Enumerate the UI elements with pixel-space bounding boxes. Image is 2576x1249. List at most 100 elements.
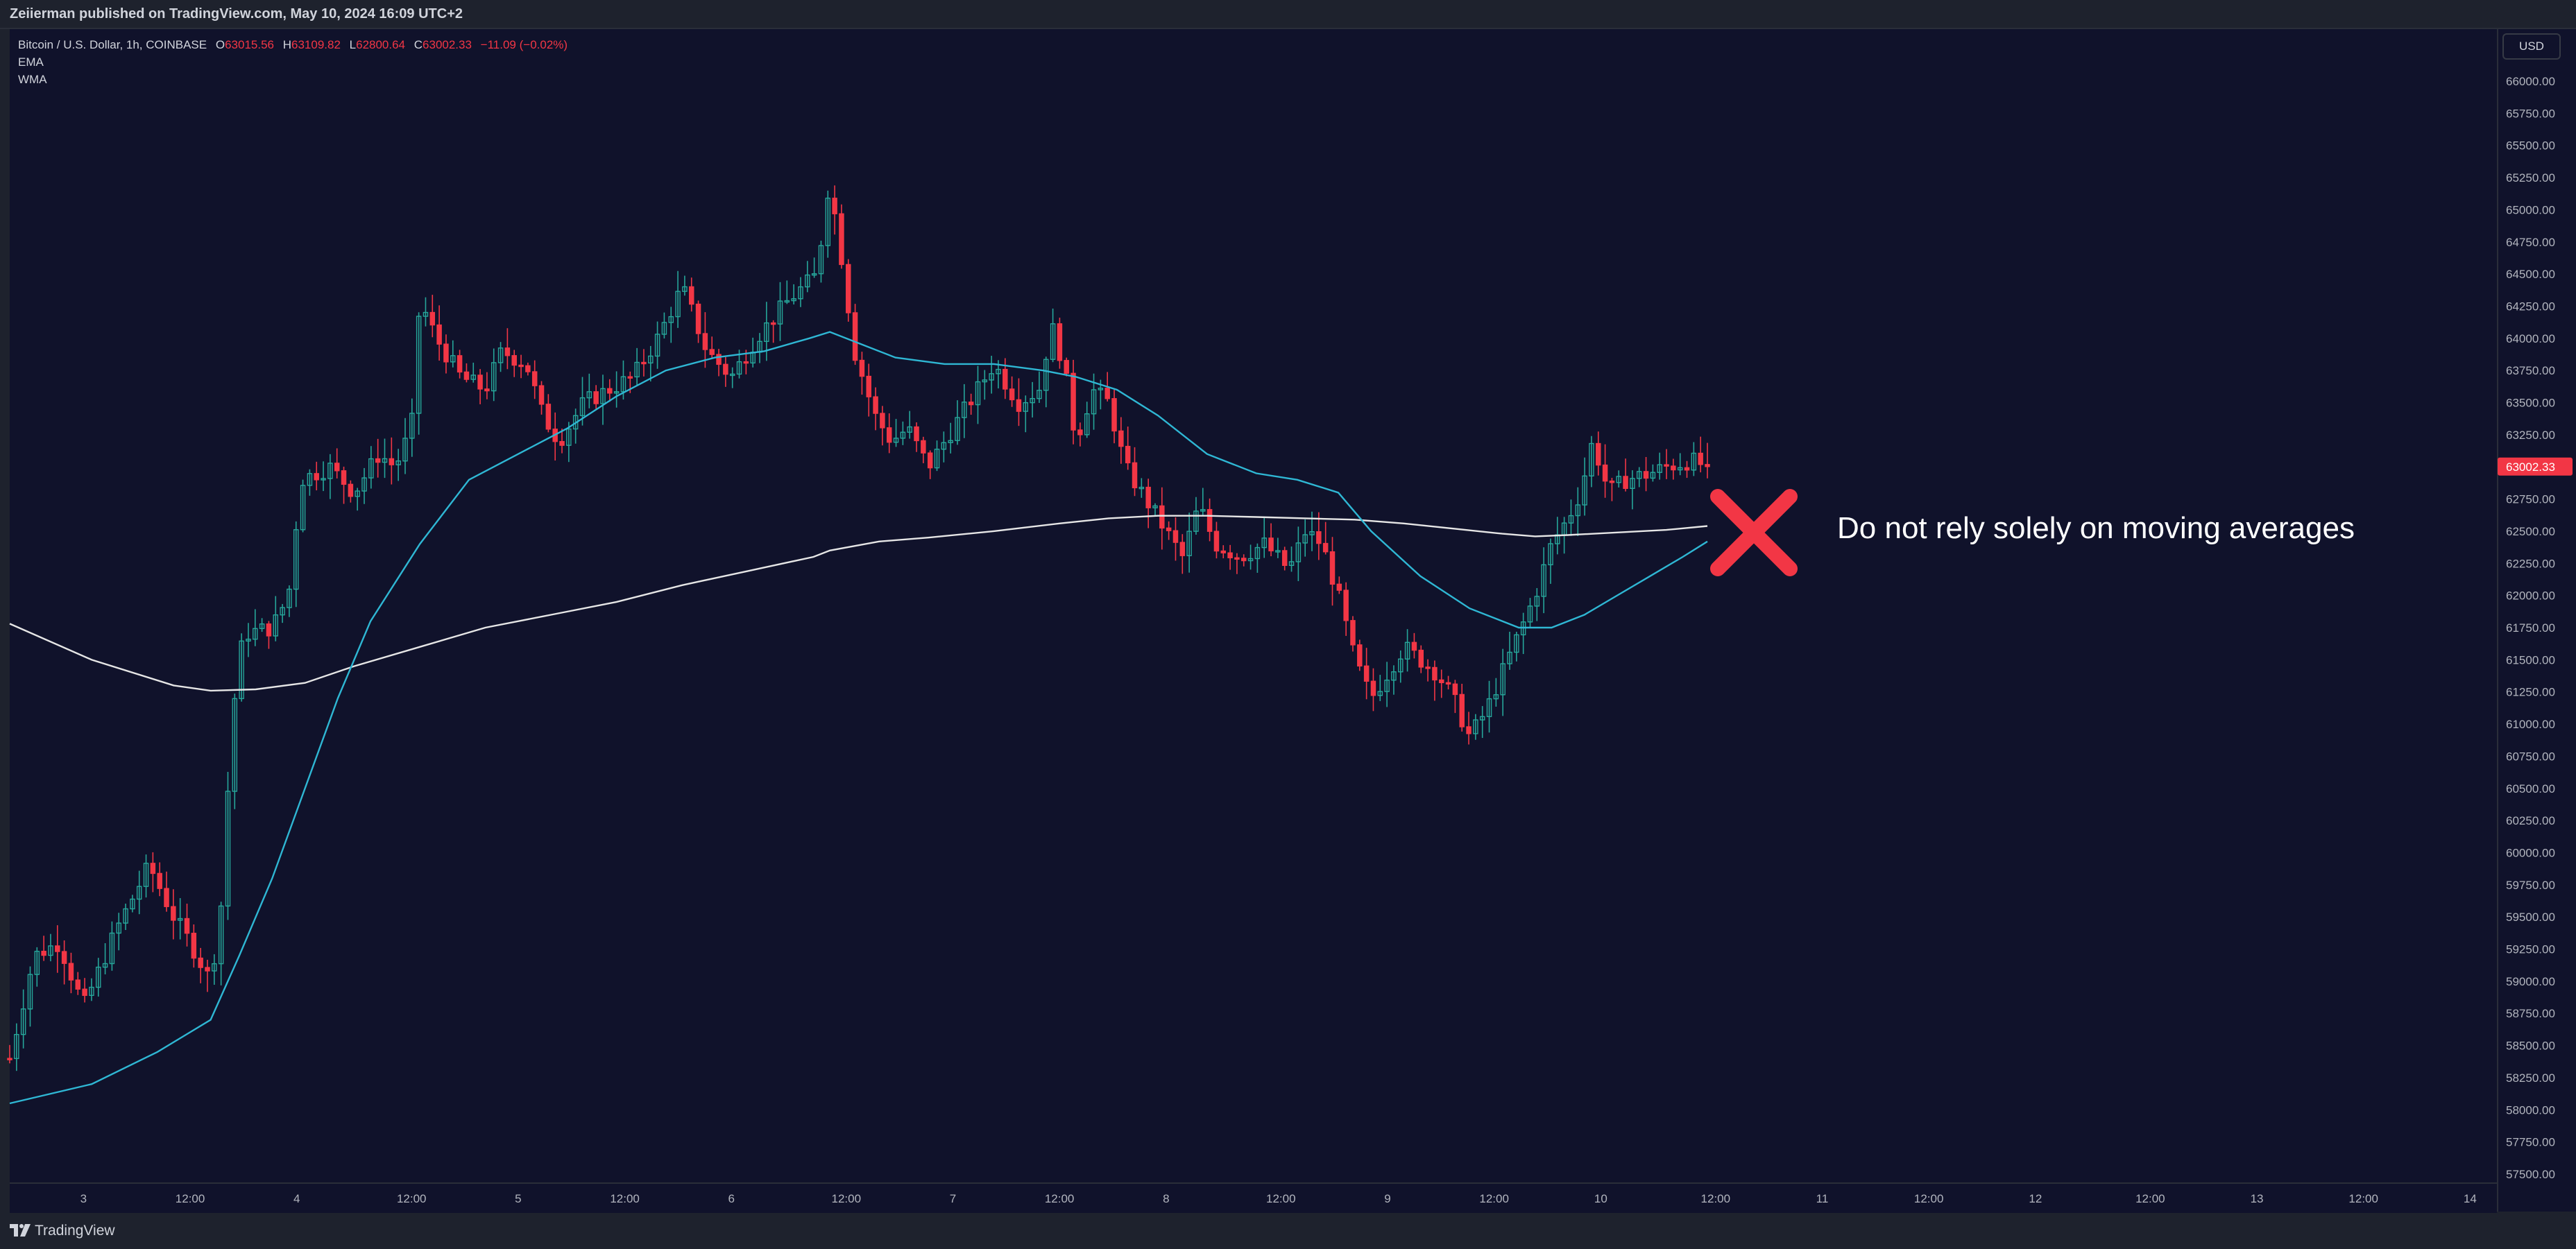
price-tick-label: 62500.00 — [2506, 525, 2555, 538]
candle-body — [1575, 504, 1581, 517]
candle-body — [470, 374, 477, 380]
candle-body — [1159, 505, 1165, 529]
price-tick-label: 64250.00 — [2506, 300, 2555, 313]
candle-body — [736, 361, 742, 375]
candle-body — [300, 485, 306, 531]
time-axis[interactable] — [10, 1182, 2497, 1213]
candle-body — [716, 354, 722, 365]
candle-body — [1166, 527, 1172, 531]
candle-body — [1357, 644, 1363, 667]
candle-body — [75, 979, 81, 990]
indicator-wma[interactable]: WMA — [18, 73, 47, 86]
candle-body — [962, 402, 967, 418]
price-tick-label: 64000.00 — [2506, 332, 2555, 345]
candle-body — [1206, 509, 1213, 532]
publish-header: Zeiierman published on TradingView.com, … — [0, 0, 2576, 29]
time-tick-label: 14 — [2464, 1192, 2477, 1205]
candle-body — [491, 362, 497, 392]
candle-body — [1064, 360, 1069, 374]
candle-body — [253, 628, 258, 640]
candle-body — [1452, 683, 1458, 696]
candle-body — [1091, 389, 1097, 415]
candle-body — [205, 967, 210, 972]
candle-body — [805, 274, 810, 288]
footer-brand[interactable]: TradingView — [35, 1223, 115, 1239]
price-tick-label: 60750.00 — [2506, 750, 2555, 763]
price-axis[interactable] — [2497, 29, 2576, 1212]
candle-body — [593, 391, 599, 404]
currency-button[interactable]: USD — [2502, 33, 2561, 60]
candle-body — [1705, 464, 1710, 467]
candle-body — [654, 334, 660, 357]
time-tick-label: 12:00 — [2348, 1192, 2378, 1205]
candle-body — [450, 355, 456, 363]
candle-body — [600, 388, 606, 404]
symbol-label[interactable]: Bitcoin / U.S. Dollar, 1h, COINBASE — [18, 38, 207, 51]
candle-body — [1261, 537, 1267, 549]
candle-body — [968, 402, 974, 406]
candle-body — [1623, 476, 1628, 489]
last-price-tag — [2498, 457, 2573, 476]
time-tick-label: 12:00 — [610, 1192, 640, 1205]
candle-body — [1404, 641, 1410, 660]
candle-body — [1643, 471, 1649, 479]
candle-body — [1213, 531, 1220, 552]
candle-body — [1281, 550, 1288, 567]
footer: TradingView — [0, 1213, 2576, 1249]
candle-body — [287, 588, 292, 608]
candle-body — [423, 311, 429, 317]
candle-body — [436, 324, 442, 345]
price-tick-label: 64750.00 — [2506, 236, 2555, 249]
time-tick-label: 7 — [950, 1192, 956, 1205]
publish-line: Zeiierman published on TradingView.com, … — [10, 6, 463, 21]
time-tick-label: 12 — [2029, 1192, 2042, 1205]
candle-body — [1343, 589, 1349, 621]
candle-body — [1514, 634, 1519, 653]
chart-pane[interactable] — [10, 29, 2497, 1212]
ema-line — [9, 331, 1708, 1105]
candle-body — [607, 388, 613, 394]
candle-body — [1186, 531, 1192, 556]
candle-body — [1316, 531, 1322, 544]
candle-body — [1227, 552, 1233, 558]
candle-body — [566, 428, 572, 446]
candle-body — [402, 438, 408, 462]
candle-body — [1589, 442, 1594, 477]
candle-body — [777, 300, 783, 325]
price-tick-label: 59750.00 — [2506, 879, 2555, 892]
candle-body — [1009, 388, 1015, 401]
candle-body — [395, 460, 401, 465]
time-tick-label: 11 — [1816, 1192, 1829, 1205]
price-tick-label: 65500.00 — [2506, 139, 2555, 153]
candle-body — [1609, 480, 1615, 483]
candle-body — [1684, 467, 1690, 471]
candle-body — [907, 426, 912, 433]
candle-body — [1445, 682, 1451, 685]
candle-body — [1473, 719, 1478, 734]
candle-body — [525, 365, 531, 372]
candle-body — [1057, 323, 1063, 361]
price-tick-label: 60000.00 — [2506, 846, 2555, 859]
candle-body — [150, 863, 156, 875]
indicator-ema[interactable]: EMA — [18, 55, 44, 69]
price-tick-label: 65000.00 — [2506, 203, 2555, 216]
candle-body — [743, 361, 749, 364]
time-tick-label: 12:00 — [397, 1192, 427, 1205]
candle-body — [1534, 596, 1540, 607]
time-tick-label: 10 — [1594, 1192, 1607, 1205]
candle-body — [1145, 486, 1151, 508]
candle-body — [497, 347, 504, 363]
candle-body — [818, 245, 824, 275]
candle-body — [1398, 658, 1404, 673]
candle-body — [341, 470, 347, 485]
candle-body — [1234, 557, 1240, 560]
candle-body — [477, 374, 483, 390]
candle-body — [389, 458, 395, 465]
price-tick-label: 58250.00 — [2506, 1071, 2555, 1085]
tradingview-logo-icon[interactable] — [10, 1223, 31, 1241]
candle-body — [1118, 430, 1124, 447]
low-key: L — [349, 38, 357, 51]
candle-body — [68, 963, 74, 981]
last-price-label: 63002.33 — [2506, 460, 2555, 474]
